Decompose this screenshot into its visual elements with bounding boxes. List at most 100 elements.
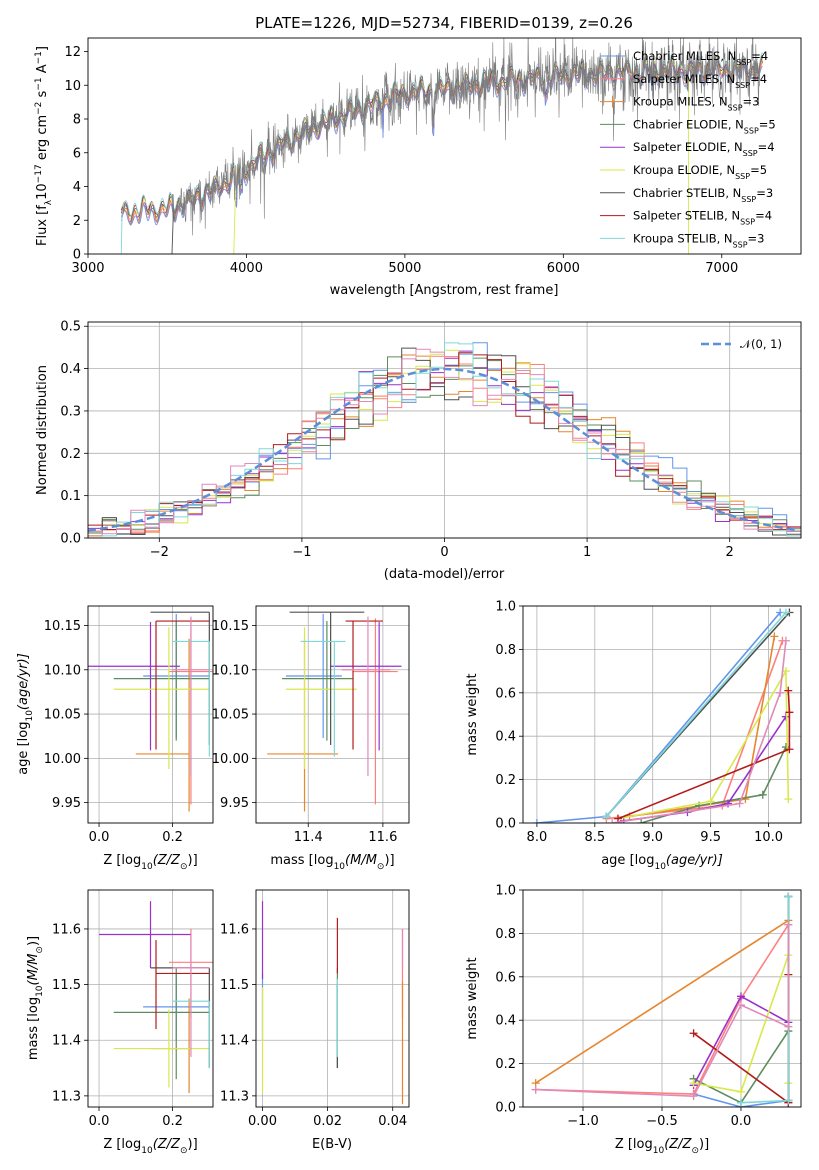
weight-series bbox=[625, 632, 779, 821]
panel-weight-vs-Z: −1.0 −0.5 0.0 0.0 0.2 0.4 0.6 0.8 1.0 Z [log10(Z/… bbox=[465, 884, 802, 1156]
legend-label: Salpeter MILES, NSSP=4 bbox=[633, 72, 767, 90]
y-tick-label: 4 bbox=[73, 180, 81, 195]
plot-area bbox=[261, 901, 404, 1105]
errorbar-point bbox=[113, 1009, 210, 1088]
weight-marker bbox=[736, 1087, 745, 1096]
weight-marker bbox=[781, 608, 790, 617]
x-tick-label: 3000 bbox=[71, 261, 104, 276]
legend-label: Chabrier STELIB, NSSP=3 bbox=[633, 186, 773, 204]
legend-entry: Kroupa ELODIE, NSSP=5 bbox=[600, 163, 767, 181]
weight-marker bbox=[637, 819, 646, 823]
x-axis-label-part: age [log bbox=[601, 853, 654, 868]
panel-weight-vs-age: 8.0 8.5 9.0 9.5 10.0 0.0 0.2 0.4 0.6 0.8 1.0 age [l… bbox=[465, 600, 802, 872]
errorbar-point bbox=[172, 934, 210, 1057]
errorbar-point bbox=[282, 621, 354, 741]
weight-marker bbox=[784, 892, 793, 901]
y-tick-label: 10.00 bbox=[44, 752, 81, 767]
errorbar-point bbox=[155, 940, 210, 1030]
weight-marker bbox=[785, 708, 794, 717]
weight-marker bbox=[689, 1079, 698, 1088]
axes-frame bbox=[87, 37, 802, 255]
legend-label-suffix: =4 bbox=[755, 209, 772, 223]
y-tick-label: 1.0 bbox=[495, 884, 516, 899]
y-axis-label-part: ⊙ bbox=[35, 946, 45, 954]
y-tick-label: 12 bbox=[64, 45, 81, 60]
weight-marker bbox=[758, 790, 767, 799]
legend-label-suffix: =4 bbox=[751, 49, 768, 63]
x-axis-label-part: 10 bbox=[141, 1146, 153, 1156]
plot-area bbox=[267, 611, 402, 812]
weight-marker bbox=[776, 688, 785, 697]
x-axis-label: E(B-V) bbox=[312, 1137, 352, 1152]
y-tick-label: 0.4 bbox=[60, 362, 81, 377]
y-axis-label-part: 10 bbox=[35, 985, 45, 997]
axes-frame bbox=[522, 889, 802, 1108]
y-tick-label: 10 bbox=[64, 79, 81, 94]
x-tick-label: 0.04 bbox=[378, 1114, 407, 1129]
legend-label-text: Kroupa MILES, N bbox=[633, 95, 728, 109]
y-tick-label: 9.95 bbox=[52, 796, 81, 811]
y-tick-label: 10.05 bbox=[212, 708, 249, 723]
y-tick-label: 0.0 bbox=[495, 1101, 516, 1116]
x-axis-label-part: 10 bbox=[141, 862, 153, 872]
errorbar-point bbox=[353, 618, 398, 805]
legend-label-suffix: =4 bbox=[750, 72, 767, 86]
legend-label: Kroupa MILES, NSSP=3 bbox=[633, 95, 759, 113]
y-axis-label-part: −17 bbox=[34, 164, 44, 183]
y-tick-label: 6 bbox=[73, 146, 81, 161]
y-tick-label: 11.5 bbox=[220, 978, 249, 993]
legend-label: Kroupa ELODIE, NSSP=5 bbox=[633, 163, 767, 181]
y-tick-label: 11.6 bbox=[220, 922, 249, 937]
x-tick-label: 8.5 bbox=[584, 830, 605, 845]
x-axis-label: Z [log10(Z/Z⊙)] bbox=[615, 1137, 709, 1156]
weight-marker bbox=[602, 812, 611, 821]
x-axis-label: wavelength [Angstrom, rest frame] bbox=[330, 283, 559, 298]
weight-series bbox=[736, 892, 793, 1107]
y-tick-label: 10.00 bbox=[212, 752, 249, 767]
plot-area bbox=[88, 611, 213, 812]
weight-line bbox=[605, 611, 787, 818]
x-tick-label: 9.0 bbox=[642, 830, 663, 845]
errorbar-point bbox=[113, 627, 210, 769]
weight-series bbox=[613, 686, 794, 823]
y-tick-label: 11.3 bbox=[220, 1089, 249, 1104]
weight-marker bbox=[736, 992, 745, 1001]
legend-label-text: Chabrier ELODIE, N bbox=[633, 117, 744, 131]
y-tick-label: 9.95 bbox=[220, 796, 249, 811]
x-tick-label: 0.2 bbox=[162, 1114, 183, 1129]
legend-label: Salpeter STELIB, NSSP=4 bbox=[633, 209, 772, 227]
weight-series bbox=[531, 920, 793, 1101]
y-axis-label-part: erg cm bbox=[35, 115, 50, 164]
legend-label-text: Salpeter MILES, N bbox=[633, 72, 735, 86]
y-tick-label: 0.2 bbox=[495, 1057, 516, 1072]
legend-label-sub: SSP bbox=[744, 126, 759, 135]
plot-area bbox=[532, 608, 794, 823]
legend-label-text: Kroupa ELODIE, N bbox=[633, 163, 735, 177]
x-axis-label-part: 10 bbox=[654, 862, 666, 872]
x-tick-label: 0.2 bbox=[162, 830, 183, 845]
x-axis-label: Z [log10(Z/Z⊙)] bbox=[103, 1137, 197, 1156]
legend-label: Salpeter ELODIE, NSSP=4 bbox=[633, 140, 775, 158]
weight-series bbox=[608, 636, 790, 823]
y-tick-label: 0.0 bbox=[60, 532, 81, 547]
y-axis-label-part: −1 bbox=[34, 77, 44, 90]
weight-marker bbox=[784, 795, 793, 804]
x-axis-label-part: )] bbox=[384, 853, 394, 868]
y-tick-label: 0.2 bbox=[60, 447, 81, 462]
y-axis-label: Flux [fλ10−17 erg cm−2 s−1 A−1] bbox=[34, 46, 54, 246]
x-axis-label-part: )] bbox=[188, 1137, 198, 1152]
axes-frame bbox=[87, 321, 802, 539]
panel-mass-vs-Z: 0.0 0.211.311.411.511.6Z [log10(Z/Z⊙)]mas… bbox=[26, 889, 214, 1156]
legend-label-suffix: =3 bbox=[748, 231, 765, 245]
x-axis-label-part: ⊙ bbox=[691, 1146, 699, 1156]
legend-label-sub: SSP bbox=[736, 58, 751, 67]
y-tick-label: 10.15 bbox=[44, 619, 81, 634]
panel-age-vs-mass: 11.4 11.6 9.95 10.00 10.05 10.10 10.15 mass [lo… bbox=[212, 605, 410, 872]
x-axis-label-part: ⊙ bbox=[377, 862, 385, 872]
x-tick-label: 1 bbox=[583, 545, 591, 560]
weight-marker bbox=[724, 799, 733, 808]
legend-entry: Chabrier MILES, NSSP=4 bbox=[600, 49, 768, 67]
weight-line bbox=[535, 919, 789, 1084]
model-line bbox=[171, 206, 175, 254]
